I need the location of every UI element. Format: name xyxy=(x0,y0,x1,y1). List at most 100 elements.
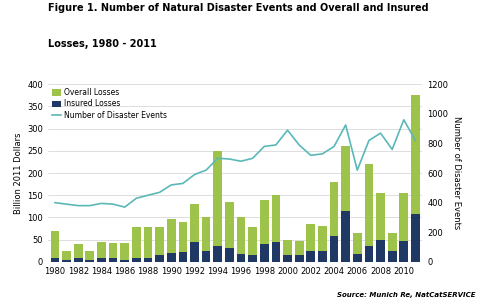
Bar xyxy=(411,95,420,262)
Bar xyxy=(74,244,83,262)
Bar xyxy=(260,200,269,262)
Bar xyxy=(202,251,211,262)
Bar xyxy=(120,260,129,262)
Bar xyxy=(364,164,373,262)
Number of Disaster Events xyxy=(87,204,93,207)
Bar xyxy=(399,240,408,262)
Bar xyxy=(388,233,396,262)
Number of Disaster Events xyxy=(331,144,337,148)
Number of Disaster Events xyxy=(98,202,104,205)
Bar xyxy=(260,244,269,262)
Text: Source: Munich Re, NatCatSERVICE: Source: Munich Re, NatCatSERVICE xyxy=(336,292,475,298)
Number of Disaster Events xyxy=(296,143,302,147)
Bar xyxy=(179,252,187,262)
Bar xyxy=(295,240,303,262)
Bar xyxy=(120,243,129,262)
Number of Disaster Events xyxy=(366,139,372,142)
Bar xyxy=(237,217,245,262)
Bar xyxy=(330,182,338,262)
Bar xyxy=(353,254,361,262)
Number of Disaster Events xyxy=(227,157,232,161)
Bar xyxy=(399,193,408,262)
Number of Disaster Events xyxy=(192,173,197,176)
Bar xyxy=(97,258,106,262)
Bar xyxy=(225,202,234,262)
Bar xyxy=(306,224,315,262)
Bar xyxy=(190,242,199,262)
Bar xyxy=(295,255,303,262)
Y-axis label: Number of Disaster Events: Number of Disaster Events xyxy=(453,116,461,230)
Number of Disaster Events xyxy=(110,202,116,206)
Number of Disaster Events xyxy=(320,152,325,156)
Bar xyxy=(50,258,60,262)
Bar xyxy=(411,214,420,262)
Bar xyxy=(248,255,257,262)
Line: Number of Disaster Events: Number of Disaster Events xyxy=(55,120,415,207)
Number of Disaster Events xyxy=(389,147,395,151)
Bar xyxy=(167,219,176,262)
Number of Disaster Events xyxy=(354,168,360,172)
Number of Disaster Events xyxy=(168,183,174,187)
Bar xyxy=(144,227,152,262)
Bar xyxy=(272,195,280,262)
Bar xyxy=(353,233,361,262)
Number of Disaster Events xyxy=(75,204,81,207)
Bar xyxy=(85,260,94,262)
Bar xyxy=(62,251,71,262)
Bar xyxy=(109,243,118,262)
Bar xyxy=(283,240,292,262)
Bar xyxy=(132,227,141,262)
Bar xyxy=(74,258,83,262)
Bar xyxy=(364,246,373,262)
Bar xyxy=(85,251,94,262)
Number of Disaster Events xyxy=(52,201,58,204)
Bar xyxy=(155,227,164,262)
Bar xyxy=(341,146,350,262)
Legend: Overall Losses, Insured Losses, Number of Disaster Events: Overall Losses, Insured Losses, Number o… xyxy=(52,88,167,120)
Bar xyxy=(306,251,315,262)
Number of Disaster Events xyxy=(157,191,163,194)
Bar xyxy=(388,251,396,262)
Bar xyxy=(179,222,187,262)
Number of Disaster Events xyxy=(215,157,221,160)
Bar xyxy=(237,254,245,262)
Bar xyxy=(202,217,211,262)
Bar xyxy=(97,242,106,262)
Bar xyxy=(318,226,327,262)
Bar xyxy=(248,227,257,262)
Number of Disaster Events xyxy=(343,123,348,127)
Bar xyxy=(132,258,141,262)
Bar xyxy=(62,260,71,262)
Bar xyxy=(109,258,118,262)
Bar xyxy=(155,255,164,262)
Number of Disaster Events xyxy=(285,128,290,132)
Bar xyxy=(50,231,60,262)
Bar xyxy=(225,248,234,262)
Bar xyxy=(318,251,327,262)
Number of Disaster Events xyxy=(273,143,279,147)
Number of Disaster Events xyxy=(145,194,151,197)
Bar xyxy=(167,253,176,262)
Number of Disaster Events xyxy=(262,144,267,148)
Bar xyxy=(283,255,292,262)
Number of Disaster Events xyxy=(250,157,255,160)
Number of Disaster Events xyxy=(180,182,186,185)
Number of Disaster Events xyxy=(238,160,244,163)
Bar xyxy=(341,211,350,262)
Bar xyxy=(144,258,152,262)
Text: Losses, 1980 - 2011: Losses, 1980 - 2011 xyxy=(48,39,157,49)
Number of Disaster Events xyxy=(378,131,384,135)
Number of Disaster Events xyxy=(308,154,313,157)
Bar xyxy=(376,193,385,262)
Text: Figure 1. Number of Natural Disaster Events and Overall and Insured: Figure 1. Number of Natural Disaster Eve… xyxy=(48,3,429,13)
Bar xyxy=(214,151,222,262)
Number of Disaster Events xyxy=(133,197,139,200)
Number of Disaster Events xyxy=(203,168,209,172)
Number of Disaster Events xyxy=(401,118,407,122)
Bar xyxy=(330,236,338,262)
Number of Disaster Events xyxy=(412,139,418,142)
Bar xyxy=(214,246,222,262)
Bar xyxy=(272,242,280,262)
Number of Disaster Events xyxy=(64,202,70,206)
Number of Disaster Events xyxy=(122,205,128,209)
